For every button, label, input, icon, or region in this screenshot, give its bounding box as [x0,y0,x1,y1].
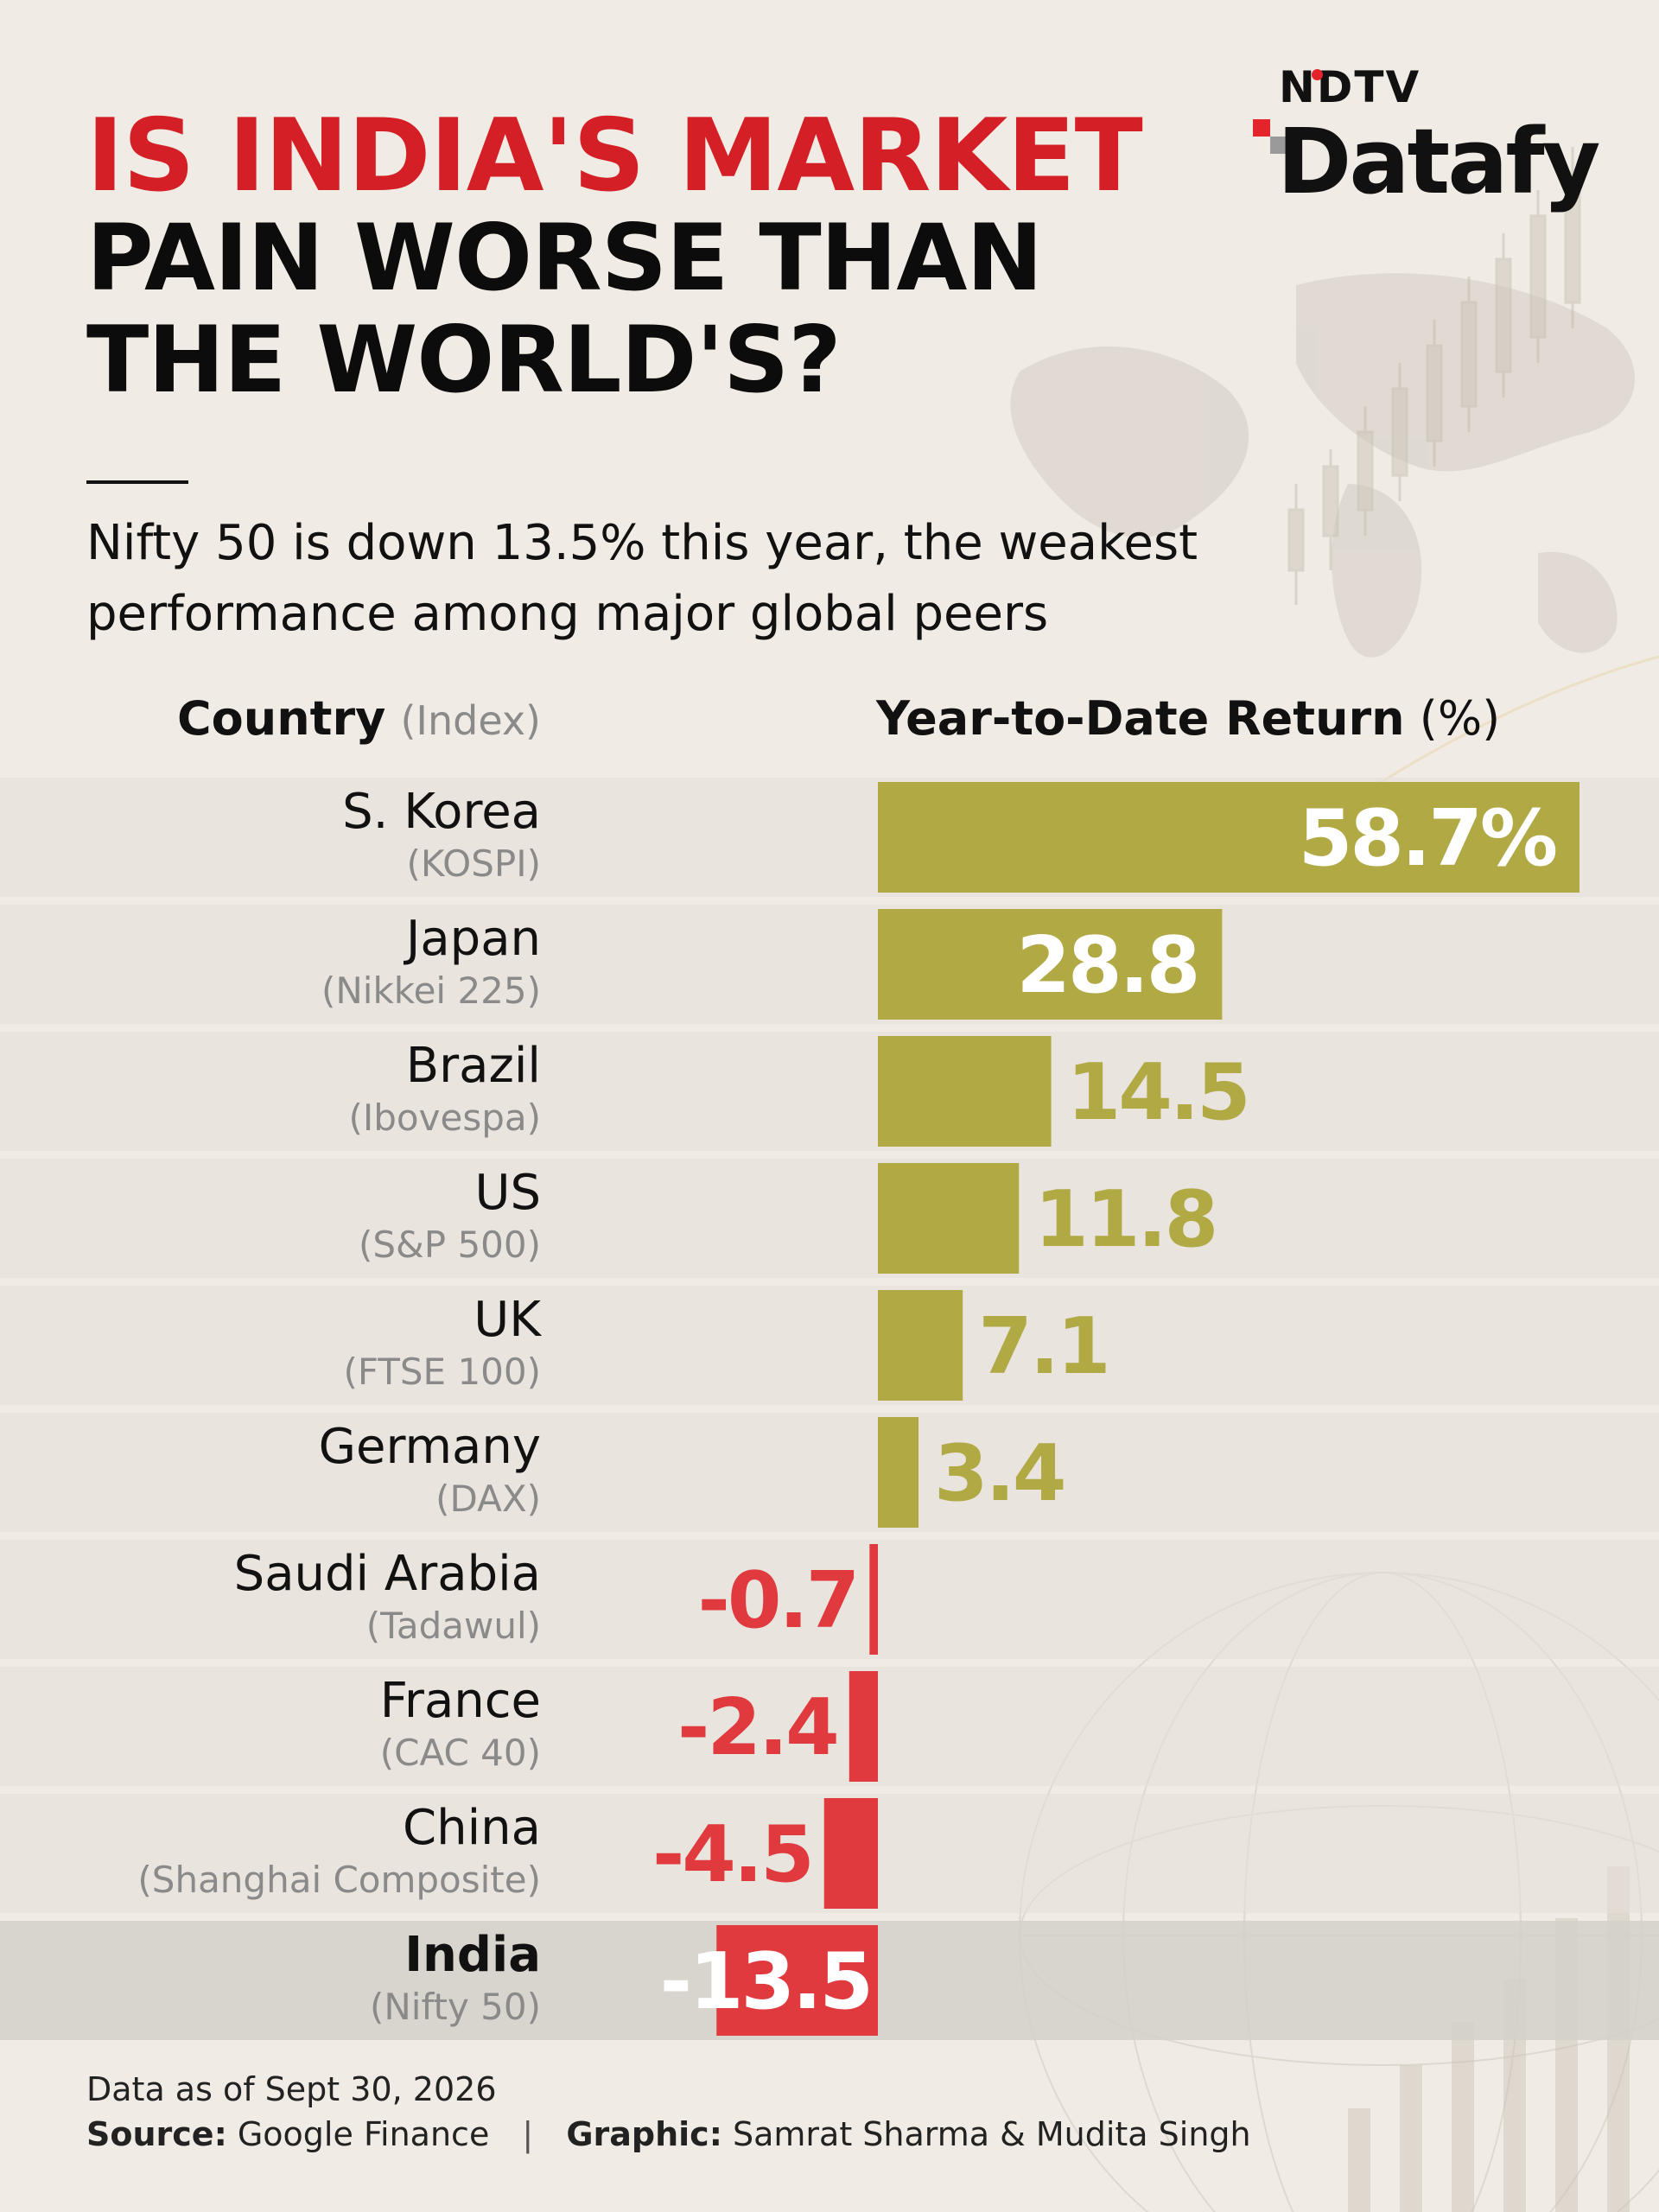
country-label: China [403,1800,541,1856]
value-label: -4.5 [652,1809,812,1900]
data-date-note: Data as of Sept 30, 2026 [86,2070,497,2108]
value-label: 14.5 [1067,1047,1249,1138]
logo-datafy-text: Datafy [1277,109,1600,214]
logo-red-dot [1312,69,1323,80]
country-label: India [404,1927,541,1983]
value-label: -0.7 [698,1555,858,1646]
graphic-credit-text: Samrat Sharma & Mudita Singh [733,2115,1251,2153]
index-label: (Tadawul) [366,1605,541,1647]
index-label: (Ibovespa) [349,1096,542,1139]
index-label: (Nifty 50) [370,1986,541,2028]
row-band [0,1540,1659,1659]
bar [878,1163,1020,1274]
index-label: (KOSPI) [407,842,541,885]
country-label: Japan [404,911,541,967]
source-text: Google Finance [237,2115,490,2153]
row-band [0,1667,1659,1786]
value-label: 28.8 [1016,920,1198,1011]
unit-header-label: (%) [1419,691,1501,746]
ndtv-datafy-logo: NDTV Datafy [1253,62,1600,214]
bar [823,1798,878,1909]
value-label: -2.4 [677,1682,837,1773]
country-label: France [380,1673,541,1729]
source-label: Source: [86,2115,227,2153]
credits-separator: | [522,2115,534,2153]
bar [878,1417,919,1528]
index-label: (S&P 500) [359,1224,541,1266]
country-label: Germany [319,1419,541,1475]
row-band [0,905,1659,1024]
title-line-2: PAIN WORSE THAN [86,205,1043,311]
index-label: (CAC 40) [380,1732,541,1774]
country-label: US [474,1165,541,1221]
country-column-header: Country (Index) [177,691,541,746]
bar [716,1925,878,2036]
bar [878,909,1223,1020]
index-header-label: (Index) [400,697,541,744]
value-label: 11.8 [1034,1174,1216,1265]
country-label: S. Korea [342,784,541,840]
return-header-label: Year-to-Date Return [876,691,1405,746]
country-header-label: Country [177,691,386,746]
credits-line: Source: Google Finance | Graphic: Samrat… [86,2112,1251,2157]
title-line-1: IS INDIA'S MARKET [86,98,1143,214]
title-divider [86,480,188,484]
footer: Data as of Sept 30, 2026 Source: Google … [86,2067,1251,2157]
logo-ndtv-text: NDTV [1279,62,1421,112]
graphic-label: Graphic: [566,2115,722,2153]
logo-red-square [1253,119,1270,137]
index-label: (DAX) [435,1478,541,1520]
country-label: Brazil [406,1038,541,1094]
logo-grey-square [1270,137,1287,154]
value-label: 3.4 [934,1428,1064,1519]
index-label: (Nikkei 225) [321,969,541,1012]
row-band [0,1032,1659,1151]
bar [869,1544,878,1655]
country-label: UK [474,1292,542,1348]
row-band [0,1159,1659,1278]
index-label: (FTSE 100) [343,1351,541,1393]
subtitle: Nifty 50 is down 13.5% this year, the we… [86,515,1198,642]
bar [878,1036,1052,1147]
row-band [0,1286,1659,1405]
value-label: 58.7% [1299,793,1556,884]
country-label: Saudi Arabia [234,1546,541,1602]
title-line-3: THE WORLD'S? [86,307,842,413]
value-label: 7.1 [978,1301,1108,1392]
return-column-header: Year-to-Date Return (%) [876,691,1500,746]
value-label: -13.5 [660,1936,871,2027]
bar [849,1671,878,1782]
bar [878,782,1580,893]
row-band [0,1413,1659,1532]
index-label: (Shanghai Composite) [137,1859,541,1901]
page-title: IS INDIA'S MARKET PAIN WORSE THAN THE WO… [86,98,1143,413]
bar [878,1290,963,1401]
